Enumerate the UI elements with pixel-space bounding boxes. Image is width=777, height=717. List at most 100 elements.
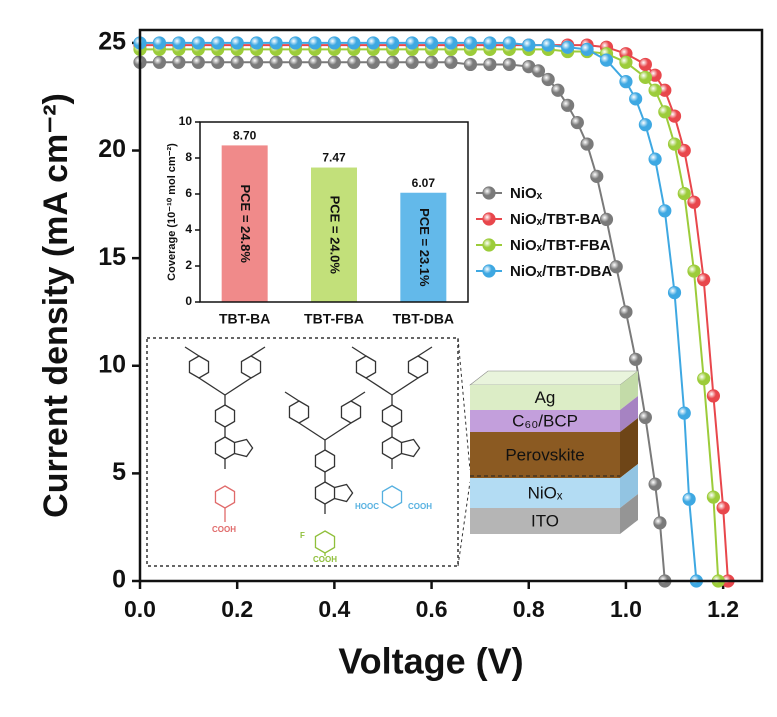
data-point — [269, 36, 283, 50]
data-point — [327, 36, 341, 50]
data-point — [230, 55, 244, 69]
layer-side — [620, 418, 638, 478]
substituent: HOOC — [355, 502, 379, 511]
bond — [391, 377, 419, 396]
data-point — [541, 38, 555, 52]
legend-marker — [482, 238, 496, 252]
data-point — [638, 118, 652, 132]
layer — [470, 508, 620, 534]
data-point — [502, 57, 516, 72]
data-point — [638, 57, 652, 72]
data-point — [366, 55, 380, 69]
data-point — [619, 305, 633, 319]
bond — [184, 346, 200, 357]
y-tick-label: 0 — [185, 294, 192, 308]
data-point — [658, 204, 672, 218]
data-point — [677, 143, 691, 158]
layer-label: NiOₓ — [528, 483, 563, 502]
data-point — [687, 264, 701, 278]
layer-label: Ag — [535, 388, 556, 407]
y-tick-label: 2 — [185, 258, 192, 272]
data-point — [308, 36, 322, 50]
bond — [350, 391, 366, 402]
data-point — [405, 36, 419, 50]
bar — [400, 192, 447, 302]
data-point — [250, 36, 264, 50]
data-point — [599, 53, 614, 67]
data-point — [609, 260, 623, 274]
pointer-line — [457, 481, 471, 567]
x-tick-label: TBT-BA — [219, 311, 270, 327]
bar — [311, 167, 357, 302]
y-tick-label: 0 — [112, 566, 126, 594]
data-point — [619, 75, 633, 89]
data-point — [152, 36, 167, 50]
data-point — [541, 72, 555, 87]
bar-value-label: 8.70 — [233, 129, 257, 143]
data-point — [580, 42, 594, 56]
x-tick-label: 0.6 — [416, 596, 448, 622]
data-point — [570, 115, 584, 130]
layer — [470, 385, 620, 410]
bar-annotation: PCE = 24.0% — [328, 196, 343, 275]
x-tick-label: 1.0 — [610, 596, 642, 622]
ring — [234, 438, 254, 458]
data-point — [677, 406, 691, 420]
data-point — [386, 55, 400, 69]
legend-marker — [482, 264, 496, 278]
data-point — [230, 36, 244, 50]
bond — [324, 422, 352, 441]
data-point — [687, 195, 701, 209]
legend-label: NiOₓ/TBT-FBA — [510, 237, 611, 254]
data-point — [706, 490, 721, 504]
substituent: COOH — [313, 555, 337, 564]
data-point — [658, 105, 672, 119]
layer-side — [620, 396, 638, 432]
y-tick-label: 10 — [98, 350, 126, 378]
bar-value-label: 7.47 — [322, 151, 346, 165]
substituent: F — [300, 531, 305, 540]
bond — [365, 377, 393, 396]
x-axis-label: Voltage (V) — [338, 641, 523, 682]
data-point — [191, 55, 205, 69]
substituent: COOH — [408, 502, 432, 511]
layer-label: ITO — [531, 511, 559, 530]
layer-top — [469, 370, 639, 386]
y-tick-label: 5 — [112, 458, 126, 486]
y-tick-label: 6 — [185, 186, 192, 200]
y-tick-label: 20 — [98, 135, 126, 163]
ring — [401, 438, 421, 458]
data-point — [551, 83, 565, 97]
data-point — [327, 55, 341, 69]
layer-label: Perovskite — [505, 445, 584, 464]
layer — [470, 410, 620, 432]
bond — [250, 346, 266, 357]
x-tick-label: 1.2 — [707, 596, 739, 622]
series-line — [140, 41, 698, 582]
data-point — [629, 92, 643, 106]
data-point — [347, 36, 361, 50]
data-point — [444, 55, 458, 69]
legend-label: NiOₓ/TBT-DBA — [510, 263, 612, 280]
data-point — [561, 40, 575, 54]
data-point — [561, 98, 575, 112]
legend-marker — [482, 186, 496, 200]
bond — [224, 377, 252, 396]
data-point — [424, 55, 439, 69]
data-point — [667, 137, 682, 151]
data-point — [366, 36, 380, 50]
y-tick-label: 25 — [98, 28, 126, 56]
data-point — [250, 55, 264, 69]
data-point — [716, 501, 730, 515]
data-point — [638, 70, 652, 84]
y-tick-label: 4 — [185, 222, 192, 236]
bond — [417, 346, 433, 357]
bar-annotation: PCE = 23.1% — [417, 208, 432, 287]
x-tick-label: TBT-FBA — [304, 311, 364, 327]
bar — [221, 145, 268, 302]
data-point — [463, 57, 478, 72]
data-point — [152, 55, 167, 69]
x-tick-label: 0.8 — [513, 596, 545, 622]
x-tick-label: TBT-DBA — [393, 311, 454, 327]
data-point — [648, 152, 662, 166]
